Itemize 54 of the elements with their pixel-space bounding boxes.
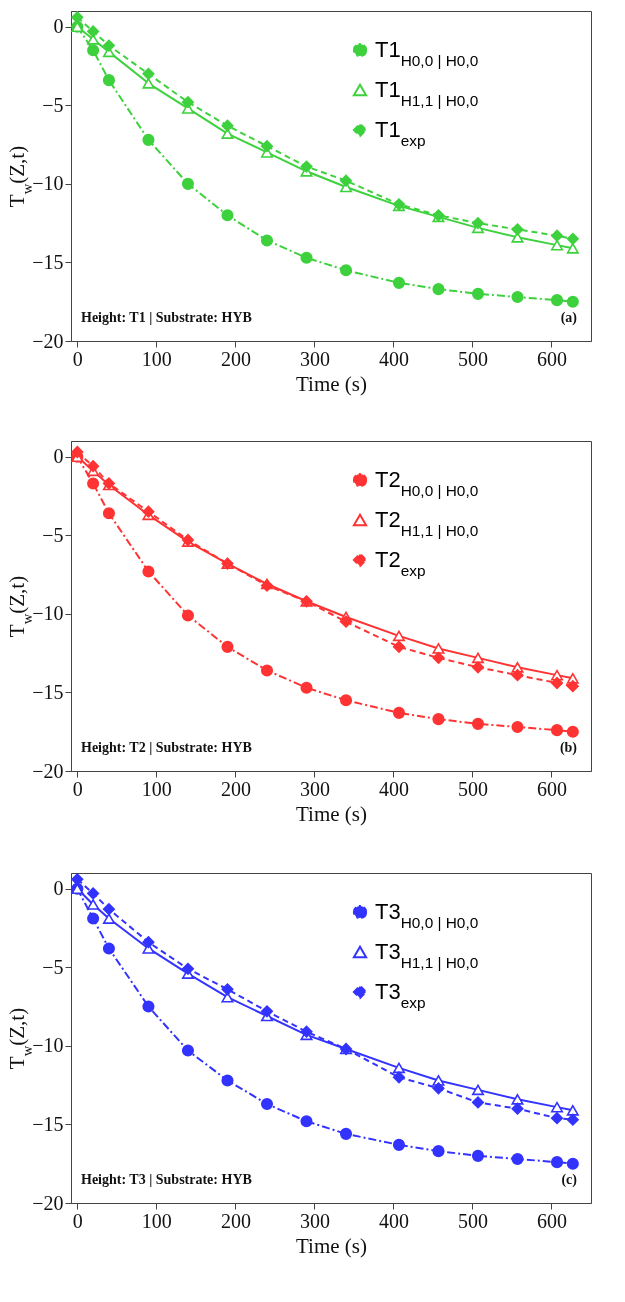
x-tick-label: 500 [457, 777, 488, 800]
y-tick-label: −20 [32, 329, 64, 352]
x-tick-label: 600 [536, 777, 567, 800]
y-tick-label: −15 [32, 680, 64, 703]
x-tick-label: 200 [220, 777, 251, 800]
x-tick-label: 100 [141, 777, 172, 800]
legend-label: T1$_{H0,0 | H0,0}$ [375, 37, 479, 69]
legend-label: T3$_{exp}$ [375, 979, 426, 1011]
x-tick-label: 300 [299, 777, 330, 800]
x-axis-title: Time (s) [296, 371, 367, 396]
annotation: (a) [560, 310, 578, 326]
legend-label: T3$_{H1,1 | H0,0}$ [375, 939, 479, 971]
legend-label: T3$_{H0,0 | H0,0}$ [375, 899, 479, 931]
y-tick-label: 0 [53, 877, 64, 900]
annotation: Height: T2 | Substrate: HYB [81, 740, 252, 755]
x-tick-label: 100 [141, 1209, 172, 1232]
x-tick-label: 0 [72, 1209, 83, 1232]
annotation: Height: T1 | Substrate: HYB [81, 310, 252, 325]
x-tick-label: 600 [536, 1209, 567, 1232]
y-tick-label: −15 [32, 1112, 64, 1135]
x-axis-title: Time (s) [296, 1233, 367, 1258]
x-tick-label: 300 [299, 1209, 330, 1232]
x-tick-label: 600 [536, 347, 567, 370]
x-tick-label: 500 [457, 1209, 488, 1232]
legend-label: T1$_{exp}$ [375, 117, 426, 149]
annotation: Height: T3 | Substrate: HYB [81, 1172, 252, 1187]
legend-label: T1$_{H1,1 | H0,0}$ [375, 77, 479, 109]
x-tick-label: 0 [72, 347, 83, 370]
y-tick-label: 0 [53, 445, 64, 468]
legend-label: T2$_{H0,0 | H0,0}$ [375, 467, 479, 499]
x-tick-label: 400 [378, 347, 409, 370]
y-tick-label: −15 [32, 250, 64, 273]
legend-label: T2$_{H1,1 | H0,0}$ [375, 507, 479, 539]
y-tick-label: −5 [42, 93, 64, 116]
y-tick-label: −20 [32, 1191, 64, 1214]
y-tick-label: −5 [42, 955, 64, 978]
x-tick-label: 200 [220, 1209, 251, 1232]
annotation: (b) [559, 740, 578, 756]
x-tick-label: 300 [299, 347, 330, 370]
x-tick-label: 0 [72, 777, 83, 800]
y-tick-label: −10 [32, 1034, 64, 1057]
x-tick-label: 400 [378, 1209, 409, 1232]
y-tick-label: −10 [32, 602, 64, 625]
x-axis-title: Time (s) [296, 801, 367, 826]
x-tick-label: 400 [378, 777, 409, 800]
x-tick-label: 200 [220, 347, 251, 370]
y-tick-label: −20 [32, 759, 64, 782]
legend-label: T2$_{exp}$ [375, 547, 426, 579]
x-tick-label: 500 [457, 347, 488, 370]
x-tick-label: 100 [141, 347, 172, 370]
annotation: (c) [561, 1172, 578, 1188]
y-tick-label: −10 [32, 172, 64, 195]
y-tick-label: −5 [42, 523, 64, 546]
y-tick-label: 0 [53, 15, 64, 38]
